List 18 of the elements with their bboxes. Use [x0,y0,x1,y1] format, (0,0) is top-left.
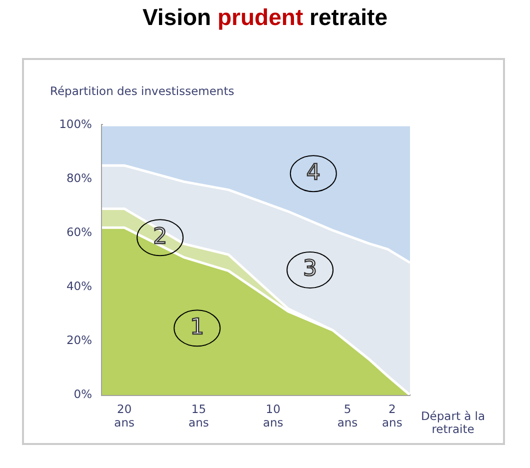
annotation: 1 [190,314,204,340]
y-axis-title: Répartition des investissements [50,84,234,98]
y-tick-label: 20% [66,332,92,347]
annotation: 4 [306,160,320,186]
x-tick-label: 2 ans [382,402,402,430]
y-tick-label: 100% [59,116,92,131]
chart-title: Vision prudent retraite [142,4,388,30]
y-tick-label: 60% [66,224,92,239]
y-tick-label: 80% [66,170,92,185]
x-tick-label: 10 ans [262,402,284,430]
annotation: 3 [303,256,318,282]
annotation: 2 [153,224,168,250]
y-tick-label: 40% [66,278,92,293]
y-tick-label: 0% [74,386,92,401]
x-tick-label: 20 ans [114,402,134,430]
x-tick-label: 5 ans [337,402,358,430]
x-axis-title: Départ à la retraite [420,409,486,436]
x-tick-label: 15 ans [188,402,209,430]
